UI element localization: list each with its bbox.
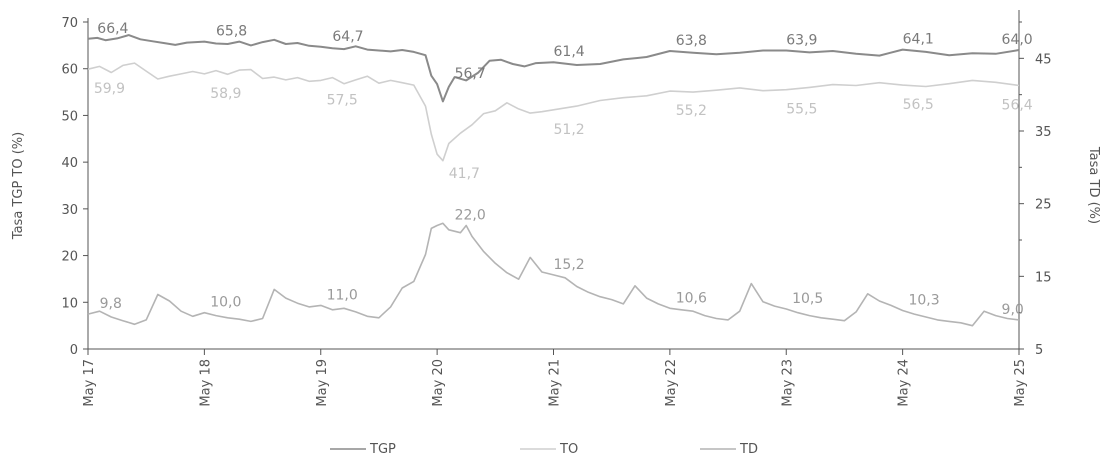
data-label-tgp: 65,8 — [216, 24, 247, 40]
data-label-tgp: 63,8 — [676, 33, 707, 49]
x-tick-label: May 25 — [1013, 359, 1028, 407]
data-label-tgp: 64,1 — [903, 32, 934, 48]
data-label-to: 56,5 — [903, 97, 934, 113]
y-left-tick-label: 60 — [61, 63, 78, 78]
legend-label-to: TO — [559, 442, 578, 457]
data-label-td: 9,8 — [100, 296, 122, 312]
chart-axes: 0 10 20 30 40 50 60 70 5 15 25 35 45 May 17 May 18 May … — [61, 10, 1052, 407]
data-label-to: 58,9 — [210, 86, 241, 102]
legend-label-tgp: TGP — [369, 442, 396, 457]
data-label-td: 10,3 — [908, 292, 939, 308]
data-label-td: 11,0 — [327, 287, 358, 303]
y-right-tick-label: 45 — [1035, 52, 1052, 67]
series-line-to — [87, 62, 1020, 162]
x-tick-label: May 18 — [198, 359, 213, 407]
data-label-tgp: 56,7 — [455, 66, 486, 82]
y-left-tick-label: 70 — [61, 16, 78, 31]
y-left-tick-label: 0 — [70, 343, 78, 358]
data-label-td: 22,0 — [455, 207, 486, 223]
data-label-td: 10,0 — [210, 295, 241, 311]
data-label-td: 15,2 — [554, 257, 585, 273]
x-tick-label: May 22 — [664, 359, 679, 407]
data-label-to: 57,5 — [327, 92, 358, 108]
x-tick-label: May 23 — [780, 359, 795, 407]
data-label-td: 10,6 — [676, 290, 707, 306]
chart-data-labels: 66,4 65,8 64,7 56,7 61,4 63,8 63,9 64,1 64,0 59,9… — [94, 21, 1033, 318]
x-tick-label: May 24 — [897, 359, 912, 407]
y-left-tick-label: 20 — [61, 250, 78, 265]
x-tick-label: May 19 — [315, 359, 330, 407]
data-label-tgp: 64,0 — [1002, 32, 1033, 48]
chart-series — [87, 34, 1020, 327]
series-line-tgp — [87, 34, 1020, 103]
y-axis-right-title: Tasa TD (%) — [1086, 146, 1101, 224]
data-label-td: 9,0 — [1002, 302, 1024, 318]
chart-legend: TGP TO TD — [330, 442, 758, 457]
data-label-to: 55,5 — [786, 102, 817, 118]
x-tick-label: May 17 — [82, 359, 97, 407]
y-right-tick-label: 5 — [1035, 343, 1043, 358]
y-left-tick-label: 50 — [61, 109, 78, 124]
legend-label-td: TD — [739, 442, 758, 457]
y-left-tick-label: 30 — [61, 203, 78, 218]
x-tick-label: May 20 — [431, 359, 446, 407]
y-right-tick-label: 25 — [1035, 198, 1052, 213]
y-right-tick-label: 15 — [1035, 270, 1052, 285]
y-axis-left-title: Tasa TGP TO (%) — [11, 132, 26, 240]
data-label-tgp: 63,9 — [786, 32, 817, 48]
data-label-tgp: 66,4 — [97, 21, 128, 37]
y-right-tick-label: 35 — [1035, 125, 1052, 140]
data-label-tgp: 61,4 — [554, 44, 585, 60]
series-line-td — [87, 222, 1020, 327]
data-label-to: 51,2 — [554, 122, 585, 138]
data-label-to: 55,2 — [676, 103, 707, 119]
data-label-to: 56,4 — [1002, 98, 1033, 114]
data-label-tgp: 64,7 — [332, 29, 363, 45]
y-left-tick-label: 40 — [61, 156, 78, 171]
x-tick-label: May 21 — [548, 359, 563, 407]
data-label-to: 59,9 — [94, 81, 125, 97]
data-label-to: 41,7 — [449, 166, 480, 182]
y-left-tick-label: 10 — [61, 296, 78, 311]
data-label-td: 10,5 — [792, 291, 823, 307]
